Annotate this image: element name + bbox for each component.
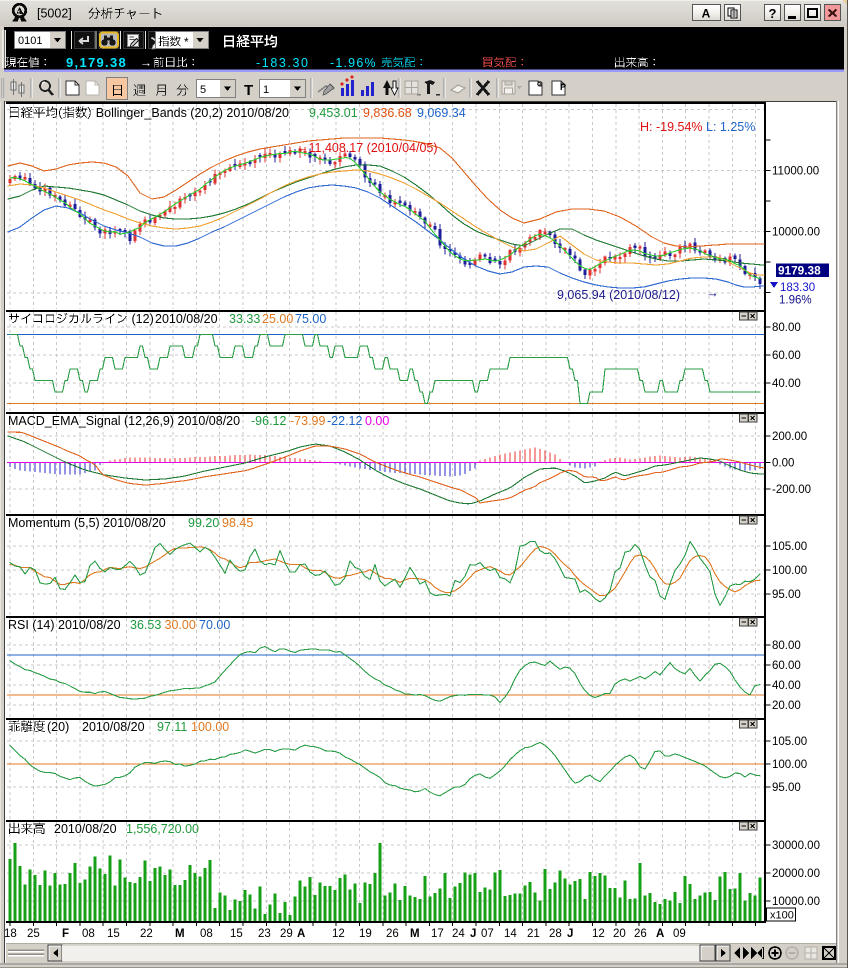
svg-text:10000.00: 10000.00 xyxy=(772,896,820,908)
svg-text:33.33: 33.33 xyxy=(229,312,260,326)
svg-text:T: T xyxy=(244,82,253,99)
svg-text:A: A xyxy=(656,928,664,940)
svg-text:20: 20 xyxy=(613,928,626,940)
svg-text:M: M xyxy=(410,928,420,940)
svg-text:L: 1.25%: L: 1.25% xyxy=(706,120,755,134)
svg-text:11000.00: 11000.00 xyxy=(772,166,819,178)
svg-text:75.00: 75.00 xyxy=(295,312,326,326)
svg-text:-96.12: -96.12 xyxy=(251,414,286,428)
svg-text:99.20: 99.20 xyxy=(188,516,219,530)
svg-text:1,556,720.00: 1,556,720.00 xyxy=(126,822,199,836)
svg-text:*: * xyxy=(184,35,189,49)
svg-text:0101: 0101 xyxy=(18,35,42,47)
svg-text:08: 08 xyxy=(82,928,95,940)
svg-text:200.00: 200.00 xyxy=(772,431,807,443)
svg-text:105.00: 105.00 xyxy=(772,736,807,748)
svg-text:10000.00: 10000.00 xyxy=(772,227,820,239)
svg-text:RSI (14) 2010/08/20: RSI (14) 2010/08/20 xyxy=(8,618,121,632)
svg-text:Bollinger_Bands (20,2) 2010/08: Bollinger_Bands (20,2) 2010/08/20 xyxy=(96,106,289,120)
svg-text:12: 12 xyxy=(592,928,605,940)
svg-text:15: 15 xyxy=(230,928,243,940)
svg-text:9,179.38: 9,179.38 xyxy=(66,55,127,70)
svg-text:15: 15 xyxy=(107,928,120,940)
svg-text:1: 1 xyxy=(263,84,269,96)
svg-text:40.00: 40.00 xyxy=(772,378,801,390)
svg-text:17: 17 xyxy=(431,928,444,940)
svg-text:?: ? xyxy=(769,6,777,21)
svg-text:80.00: 80.00 xyxy=(772,322,801,334)
svg-text:x100: x100 xyxy=(770,910,794,922)
svg-text:MACD_EMA_Signal (12,26,9) 2010: MACD_EMA_Signal (12,26,9) 2010/08/20 xyxy=(8,414,240,428)
svg-text:Momentum (5,5) 2010/08/20: Momentum (5,5) 2010/08/20 xyxy=(8,516,166,530)
svg-text:5: 5 xyxy=(200,84,206,96)
svg-text:20000.00: 20000.00 xyxy=(772,868,820,880)
svg-text:95.00: 95.00 xyxy=(772,782,801,794)
svg-text:97.11: 97.11 xyxy=(157,720,187,734)
svg-text:80.00: 80.00 xyxy=(772,640,801,652)
svg-text:14: 14 xyxy=(504,928,517,940)
svg-text:A: A xyxy=(297,928,305,940)
svg-text:100.00: 100.00 xyxy=(772,565,807,577)
svg-text:23: 23 xyxy=(258,928,271,940)
svg-text:19: 19 xyxy=(359,928,372,940)
svg-text:100.00: 100.00 xyxy=(772,759,807,771)
svg-text:24: 24 xyxy=(452,928,465,940)
svg-text:(12): (12) xyxy=(132,312,154,326)
svg-text:F: F xyxy=(62,928,69,940)
svg-text:26: 26 xyxy=(386,928,399,940)
svg-text:60.00: 60.00 xyxy=(772,660,801,672)
svg-text:36.53: 36.53 xyxy=(130,618,161,632)
svg-text:J: J xyxy=(470,928,476,940)
svg-text:21: 21 xyxy=(527,928,540,940)
svg-text:12: 12 xyxy=(332,928,345,940)
svg-text:9,453.01: 9,453.01 xyxy=(309,106,358,120)
svg-text:A: A xyxy=(702,7,711,21)
svg-text:18: 18 xyxy=(4,928,17,940)
svg-text:30000.00: 30000.00 xyxy=(772,840,820,852)
svg-text:60.00: 60.00 xyxy=(772,350,801,362)
svg-text:1.96%: 1.96% xyxy=(779,295,812,307)
svg-text:-1.96%: -1.96% xyxy=(330,56,377,70)
svg-text:28: 28 xyxy=(549,928,562,940)
svg-text:183.30: 183.30 xyxy=(780,282,815,294)
svg-text:0.00: 0.00 xyxy=(365,414,389,428)
svg-text:(20): (20) xyxy=(47,720,69,734)
svg-text:25.00: 25.00 xyxy=(262,312,293,326)
svg-text:2010/08/20: 2010/08/20 xyxy=(82,720,145,734)
svg-text:29: 29 xyxy=(280,928,293,940)
svg-text:26: 26 xyxy=(634,928,647,940)
svg-text:95.00: 95.00 xyxy=(772,589,801,601)
svg-text:9,065.94 (2010/08/12): 9,065.94 (2010/08/12) xyxy=(557,288,680,302)
svg-text:100.00: 100.00 xyxy=(191,720,229,734)
svg-text:-22.12: -22.12 xyxy=(327,414,362,428)
svg-text:[5002]: [5002] xyxy=(37,7,72,21)
svg-text:22: 22 xyxy=(140,928,153,940)
svg-text:P: P xyxy=(560,82,566,92)
svg-text:20.00: 20.00 xyxy=(772,700,801,712)
svg-text:9179.38: 9179.38 xyxy=(778,264,821,278)
svg-text:70.00: 70.00 xyxy=(199,618,230,632)
svg-text:-183.30: -183.30 xyxy=(256,56,310,70)
svg-text:08: 08 xyxy=(200,928,213,940)
svg-text:H: -19.54%: H: -19.54% xyxy=(640,120,703,134)
svg-text:→: → xyxy=(140,56,152,70)
svg-text:0.00: 0.00 xyxy=(772,458,794,470)
svg-text:-200.00: -200.00 xyxy=(772,484,811,496)
svg-text:40.00: 40.00 xyxy=(772,680,801,692)
svg-text:07: 07 xyxy=(481,928,494,940)
svg-text:J: J xyxy=(567,928,573,940)
svg-text:←11,408.17 (2010/04/05): ←11,408.17 (2010/04/05) xyxy=(296,141,438,155)
svg-text:09: 09 xyxy=(673,928,686,940)
svg-text:2010/08/20: 2010/08/20 xyxy=(155,312,218,326)
svg-text:9,069.34: 9,069.34 xyxy=(417,106,466,120)
svg-text:98.45: 98.45 xyxy=(222,516,253,530)
svg-text:25: 25 xyxy=(27,928,40,940)
svg-text:30.00: 30.00 xyxy=(165,618,196,632)
svg-text:9,836.68: 9,836.68 xyxy=(363,106,412,120)
svg-text:→: → xyxy=(706,285,719,300)
svg-text:105.00: 105.00 xyxy=(772,541,807,553)
svg-text:-73.99: -73.99 xyxy=(290,414,325,428)
svg-text:M: M xyxy=(175,928,185,940)
svg-text:2010/08/20: 2010/08/20 xyxy=(54,822,117,836)
